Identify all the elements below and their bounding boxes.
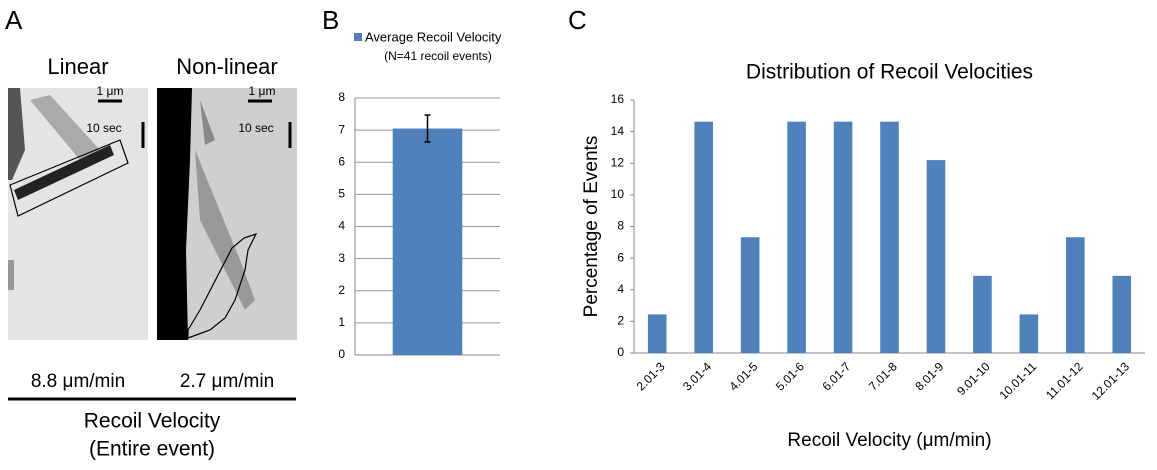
y-tick-label: 10 [611, 187, 625, 201]
x-tick-label: 6.01-7 [819, 359, 853, 393]
scale-time: 10 sec [86, 121, 121, 135]
x-tick-label: 4.01-5 [727, 359, 761, 393]
legend-label: Average Recoil Velocity [365, 29, 502, 44]
bar [834, 122, 853, 353]
image-title: Linear [47, 54, 108, 79]
y-tick-label: 0 [338, 347, 345, 361]
y-tick-label: 2 [338, 283, 345, 297]
bar [393, 129, 463, 355]
kymograph-nonlinear [157, 88, 297, 340]
x-tick-label: 8.01-9 [912, 359, 946, 393]
y-tick-label: 4 [617, 282, 624, 296]
chart-subtitle: (N=41 recoil events) [384, 49, 492, 63]
x-tick-label: 12.01-13 [1089, 359, 1133, 403]
bar [1020, 314, 1039, 353]
bar [694, 122, 713, 353]
panel-label: C [568, 5, 587, 35]
y-tick-label: 12 [611, 155, 625, 169]
x-axis-label: Recoil Velocity (μm/min) [787, 430, 991, 451]
y-tick-label: 6 [617, 250, 624, 264]
image-title: Non-linear [176, 54, 278, 79]
x-tick-label: 5.01-6 [773, 359, 807, 393]
caption: (Entire event) [89, 438, 215, 461]
x-tick-label: 2.01-3 [634, 359, 668, 393]
y-tick-label: 8 [617, 219, 624, 233]
y-tick-label: 1 [338, 315, 345, 329]
y-tick-label: 14 [611, 124, 625, 138]
y-tick-label: 16 [611, 92, 625, 106]
velocity-label: 8.8 μm/min [31, 371, 125, 392]
panel-label: B [322, 5, 339, 35]
bar [648, 314, 667, 353]
caption: Recoil Velocity [84, 410, 221, 433]
x-tick-label: 11.01-12 [1043, 359, 1086, 402]
figure: A B C Linear Non-linear 1 μm 10 sec 1 μm… [0, 0, 1157, 470]
chart-title: Distribution of Recoil Velocities [746, 61, 1033, 84]
legend-swatch [354, 33, 362, 41]
bar [1066, 237, 1085, 353]
y-tick-label: 3 [338, 251, 345, 265]
y-tick-label: 2 [617, 314, 624, 328]
kymograph-linear [8, 88, 148, 340]
bar [973, 276, 992, 353]
bar [1112, 276, 1131, 353]
bar [741, 237, 760, 353]
y-tick-label: 6 [338, 154, 345, 168]
y-tick-label: 4 [338, 219, 345, 233]
scale-length: 1 μm [97, 84, 124, 98]
scale-length: 1 μm [249, 84, 276, 98]
bar [880, 122, 899, 353]
x-tick-label: 3.01-4 [680, 359, 714, 393]
y-tick-label: 7 [338, 122, 345, 136]
y-tick-label: 8 [338, 90, 345, 104]
y-tick-label: 0 [617, 345, 624, 359]
x-tick-label: 7.01-8 [866, 359, 900, 393]
scale-time: 10 sec [238, 121, 273, 135]
x-tick-label: 9.01-10 [954, 359, 993, 398]
velocity-label: 2.7 μm/min [180, 371, 274, 392]
y-tick-label: 5 [338, 187, 345, 201]
y-axis-label: Percentage of Events [581, 136, 602, 318]
bar [787, 122, 806, 353]
x-tick-label: 10.01-11 [996, 359, 1039, 402]
panel-label: A [5, 5, 23, 35]
bar [927, 160, 946, 353]
